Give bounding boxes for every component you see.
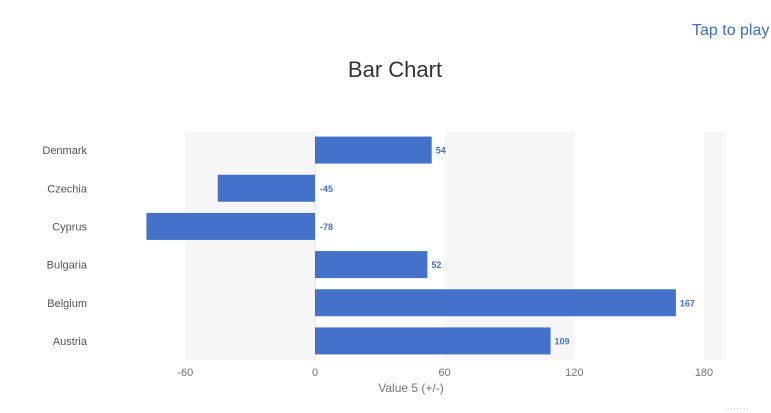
bar-austria[interactable] — [315, 327, 551, 355]
chart-title: Bar Chart — [348, 57, 442, 82]
bar-belgium[interactable] — [315, 289, 676, 317]
x-tick-label: 0 — [312, 367, 318, 379]
x-tick-labels: -60 0 60 120 180 — [177, 367, 713, 379]
bars — [146, 136, 676, 355]
value-label-austria: 109 — [555, 336, 570, 346]
x-tick-label: 60 — [439, 367, 451, 379]
bar-denmark[interactable] — [315, 136, 432, 164]
category-label-austria: Austria — [53, 336, 88, 348]
category-label-cyprus: Cyprus — [52, 221, 87, 233]
bar-cyprus[interactable] — [146, 212, 315, 240]
value-label-belgium: 167 — [680, 298, 695, 308]
x-axis-title: Value 5 (+/-) — [378, 381, 443, 395]
grid-band — [185, 131, 315, 360]
value-label-denmark: 54 — [436, 146, 446, 156]
value-label-bulgaria: 52 — [431, 260, 441, 270]
category-label-czechia: Czechia — [47, 183, 88, 195]
tap-to-play-link[interactable]: Tap to play — [692, 22, 770, 39]
bar-czechia[interactable] — [217, 174, 315, 202]
category-labels: Denmark Czechia Cyprus Bulgaria Belgium Austr… — [42, 145, 88, 348]
value-label-czechia: -45 — [320, 184, 333, 194]
category-label-denmark: Denmark — [42, 145, 87, 157]
bar-bulgaria[interactable] — [315, 251, 428, 279]
category-label-bulgaria: Bulgaria — [47, 260, 88, 272]
corner-dots-decoration: ....... — [727, 404, 750, 410]
category-label-belgium: Belgium — [47, 298, 87, 310]
value-label-cyprus: -78 — [320, 222, 333, 232]
grid-band — [444, 131, 575, 360]
x-tick-label: 180 — [695, 367, 713, 379]
x-tick-label: -60 — [177, 367, 193, 379]
value-labels: 54 -45 -78 52 167 109 — [320, 146, 695, 347]
x-tick-label: 120 — [565, 367, 583, 379]
grid-band — [704, 131, 726, 360]
grid-bands — [185, 131, 726, 360]
